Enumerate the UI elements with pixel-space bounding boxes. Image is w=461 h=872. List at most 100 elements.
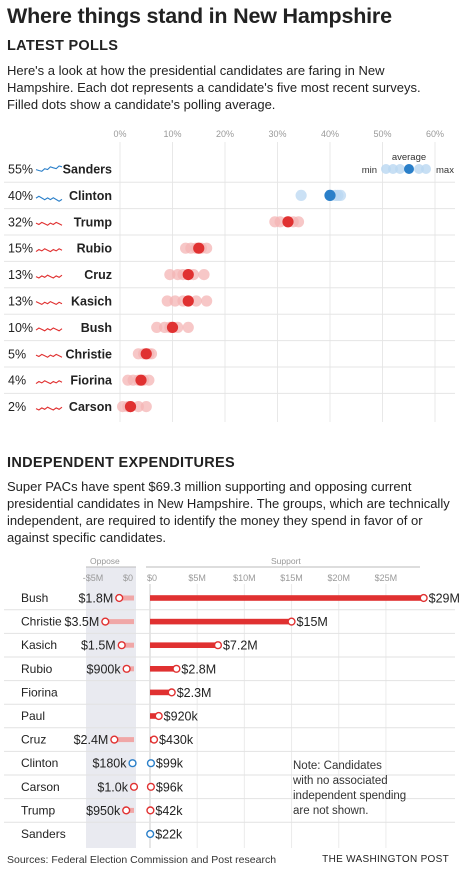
average-dot xyxy=(166,321,179,333)
oppose-bar xyxy=(119,595,134,601)
trend-sparkline xyxy=(35,380,63,385)
candidate-name: Clinton xyxy=(69,189,112,203)
support-tick-label: $25M xyxy=(375,573,398,583)
candidate-name: Sanders xyxy=(21,827,66,841)
candidate-name: Christie xyxy=(65,347,112,361)
poll-dot xyxy=(132,401,144,413)
polls-heading: LATEST POLLS xyxy=(7,38,119,54)
legend-max-label: max xyxy=(436,165,454,176)
support-value-label: $7.2M xyxy=(223,639,258,653)
support-bar-end xyxy=(149,735,159,744)
support-bar-end xyxy=(146,806,155,815)
oppose-tick-label: -$5M xyxy=(83,573,104,583)
poll-average-label: 55% xyxy=(8,163,33,177)
x-tick-label: 60% xyxy=(426,129,444,139)
poll-dot xyxy=(292,216,305,228)
poll-dot xyxy=(143,374,155,386)
support-value-label: $96k xyxy=(156,780,184,794)
x-tick-label: 40% xyxy=(321,129,339,139)
trend-sparkline xyxy=(35,165,63,172)
support-label: Support xyxy=(271,556,301,566)
support-tick-label: $15M xyxy=(280,573,303,583)
oppose-value-label: $2.4M xyxy=(74,733,109,747)
trend-sparkline xyxy=(35,195,63,202)
oppose-bar xyxy=(114,737,134,743)
support-bar xyxy=(150,666,177,672)
oppose-value-label: $1.0k xyxy=(97,780,128,794)
legend-average-dot xyxy=(404,164,414,174)
support-tick-label: $20M xyxy=(327,573,350,583)
poll-average-label: 13% xyxy=(8,268,33,282)
poll-dot xyxy=(164,269,176,281)
poll-dot xyxy=(169,295,181,307)
candidate-name: Christie xyxy=(21,615,62,629)
poll-dot xyxy=(201,295,213,307)
x-tick-label: 50% xyxy=(373,129,391,139)
support-value-label: $2.8M xyxy=(181,662,216,676)
legend-average-label: average xyxy=(392,152,426,163)
candidate-name: Kasich xyxy=(71,295,112,309)
average-dot xyxy=(182,295,194,307)
source-note: Sources: Federal Election Commission and… xyxy=(7,854,277,866)
poll-dot xyxy=(182,321,194,333)
support-tick-label: $10M xyxy=(233,573,256,583)
average-dot xyxy=(182,269,194,281)
candidate-name: Fiorina xyxy=(21,685,58,699)
poll-average-label: 2% xyxy=(8,400,26,414)
oppose-value-label: $180k xyxy=(92,757,127,771)
poll-average-label: 4% xyxy=(8,374,26,388)
trend-sparkline xyxy=(35,353,63,358)
support-value-label: $15M xyxy=(297,615,328,629)
oppose-value-label: $1.5M xyxy=(81,639,116,653)
oppose-bar-end xyxy=(110,735,119,744)
legend-dot xyxy=(395,164,405,174)
x-tick-label: 10% xyxy=(163,129,181,139)
candidate-name: Carson xyxy=(69,400,112,414)
annotation-line: with no associated xyxy=(292,775,388,787)
candidate-name: Fiorina xyxy=(70,374,113,388)
support-bar-end xyxy=(146,829,155,839)
candidate-name: Paul xyxy=(21,709,45,723)
average-dot xyxy=(124,401,137,413)
poll-dot xyxy=(334,189,347,201)
support-value-label: $2.3M xyxy=(177,686,212,700)
poll-dot xyxy=(190,295,202,307)
poll-dot xyxy=(274,216,286,228)
support-bar-end xyxy=(167,688,176,697)
support-value-label: $430k xyxy=(159,733,194,747)
trend-sparkline xyxy=(35,274,63,279)
trend-sparkline xyxy=(35,406,63,411)
poll-average-label: 13% xyxy=(8,295,33,309)
candidate-name: Carson xyxy=(21,780,60,794)
trend-sparkline xyxy=(35,300,63,306)
support-bar-end xyxy=(146,759,156,768)
legend-dot xyxy=(381,164,391,174)
support-bar-end xyxy=(287,617,296,626)
poll-average-label: 40% xyxy=(8,189,33,203)
oppose-value-label: $900k xyxy=(87,662,122,676)
poll-average-label: 5% xyxy=(8,347,26,361)
candidate-name: Kasich xyxy=(21,638,57,652)
poll-dot xyxy=(140,401,152,413)
spending-intro: Super PACs have spent $69.3 million supp… xyxy=(7,479,450,545)
oppose-bar-end xyxy=(101,617,110,626)
average-dot xyxy=(282,216,294,228)
poll-average-label: 10% xyxy=(8,321,33,335)
average-dot xyxy=(135,374,147,386)
oppose-bar xyxy=(105,619,134,625)
oppose-value-label: $950k xyxy=(86,804,121,818)
support-tick-label: $0 xyxy=(147,573,157,583)
annotation-line: independent spending xyxy=(293,790,406,802)
candidate-name: Trump xyxy=(74,215,113,229)
average-dot xyxy=(324,189,336,201)
poll-dot xyxy=(151,321,163,333)
legend-dot xyxy=(414,164,424,174)
oppose-bar-end xyxy=(115,593,124,603)
support-value-label: $29M xyxy=(429,592,460,606)
candidate-name: Bush xyxy=(21,591,48,605)
oppose-value-label: $3.5M xyxy=(65,615,100,629)
page-title: Where things stand in New Hampshire xyxy=(7,4,392,28)
support-tick-label: $5M xyxy=(188,573,206,583)
candidate-name: Trump xyxy=(21,803,56,817)
polls-intro: Here's a look at how the presidential ca… xyxy=(7,63,421,112)
